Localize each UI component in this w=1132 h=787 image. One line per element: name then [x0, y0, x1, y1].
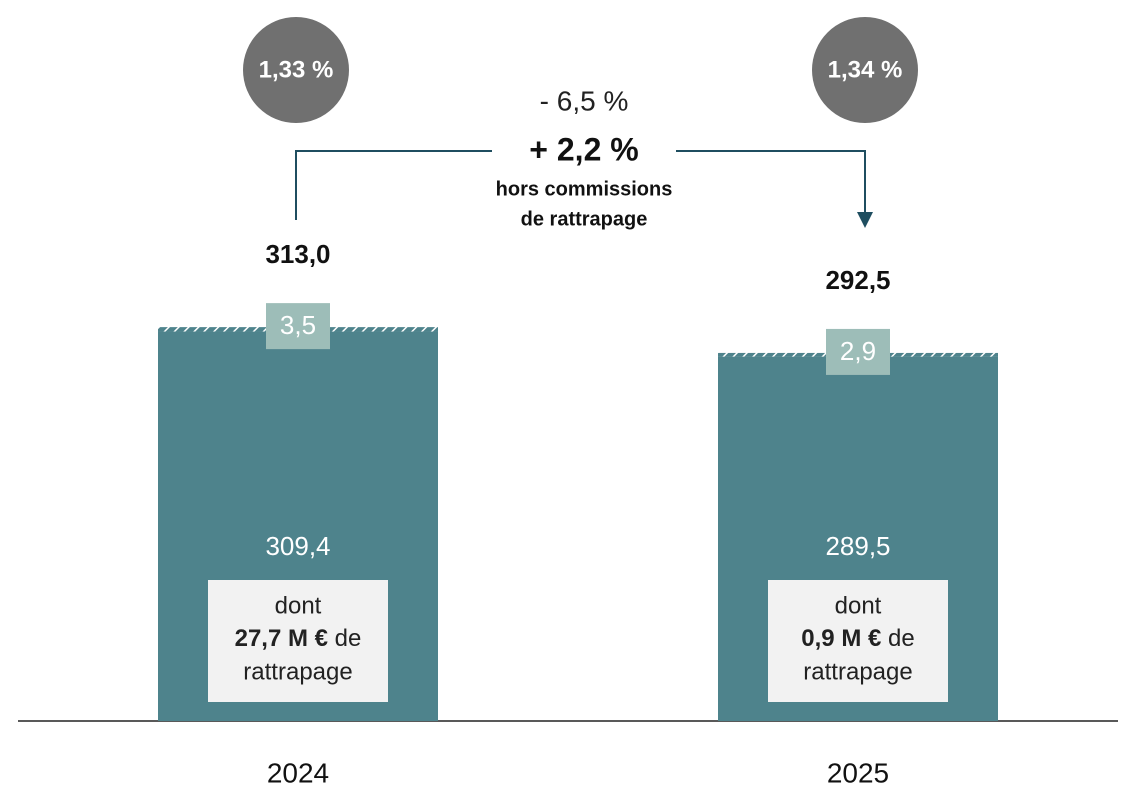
change-total: - 6,5 % — [540, 85, 629, 116]
note-box — [768, 580, 948, 702]
rate-label: 1,33 % — [259, 56, 334, 83]
change-excluding: + 2,2 % — [529, 131, 638, 167]
change-note: hors commissions — [496, 178, 673, 200]
note-amount: 0,9 M € — [801, 625, 881, 652]
value-label-box — [826, 328, 890, 375]
total-label: 313,0 — [265, 239, 330, 269]
value-label: 3,5 — [280, 310, 316, 340]
total-label: 292,5 — [825, 265, 890, 295]
value-label-box — [266, 303, 330, 350]
x-tick-label: 2025 — [827, 757, 889, 787]
note-box — [208, 580, 388, 702]
note-text: dont — [835, 592, 882, 619]
rate-label: 1,34 % — [828, 56, 903, 83]
note-text: rattrapage — [243, 658, 352, 685]
note-text: de — [888, 625, 915, 652]
note-text: de — [335, 625, 362, 652]
note-text: 27,7 M € de — [235, 625, 362, 652]
value-label: 289,5 — [825, 531, 890, 561]
value-label: 2,9 — [840, 336, 876, 366]
rate-circle — [243, 17, 349, 123]
arrow-head — [857, 212, 873, 228]
value-label: 309,4 — [265, 531, 330, 561]
change-note: de rattrapage — [521, 208, 648, 230]
note-amount: 27,7 M € — [235, 625, 328, 652]
x-tick-label: 2024 — [267, 757, 329, 787]
note-text: 0,9 M € de — [801, 625, 914, 652]
change-bracket — [295, 150, 866, 220]
note-text: dont — [275, 592, 322, 619]
rate-circle — [812, 17, 918, 123]
note-text: rattrapage — [803, 658, 912, 685]
